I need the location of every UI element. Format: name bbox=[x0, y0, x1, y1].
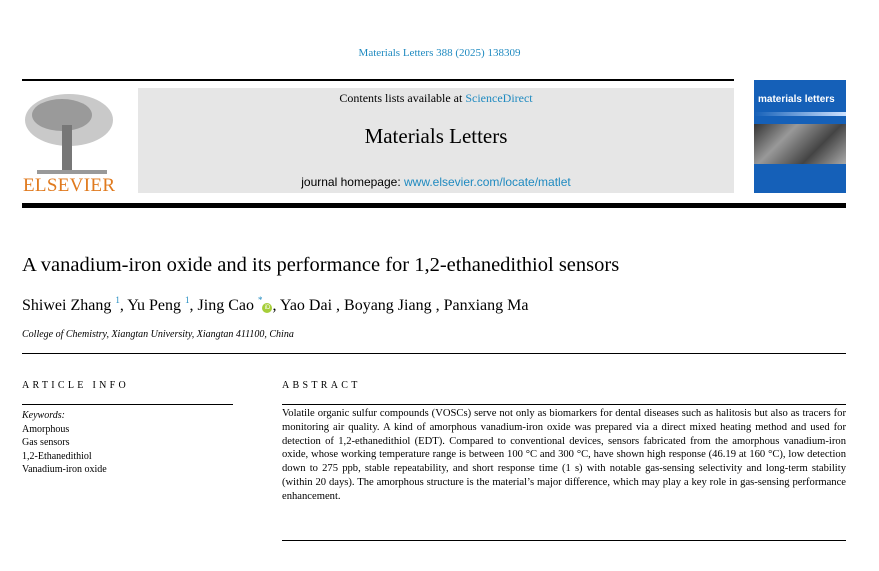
homepage-line: journal homepage: www.elsevier.com/locat… bbox=[138, 175, 734, 189]
homepage-prefix: journal homepage: bbox=[301, 175, 404, 189]
journal-reference[interactable]: Materials Letters 388 (2025) 138309 bbox=[358, 47, 521, 59]
divider bbox=[22, 79, 734, 81]
keywords: Keywords: Amorphous Gas sensors 1,2-Etha… bbox=[22, 409, 107, 477]
divider bbox=[22, 353, 846, 354]
elsevier-tree-icon: ELSEVIER bbox=[23, 94, 115, 196]
divider bbox=[282, 540, 846, 541]
orcid-icon[interactable]: iD bbox=[262, 303, 273, 313]
divider bbox=[22, 404, 233, 405]
elsevier-logo: ELSEVIER bbox=[22, 90, 116, 196]
affiliation: College of Chemistry, Xiangtan Universit… bbox=[22, 329, 294, 340]
author-list: Shiwei Zhang 1, Yu Peng 1, Jing Cao *iD,… bbox=[22, 295, 529, 314]
keyword: Gas sensors bbox=[22, 437, 70, 448]
keyword: 1,2-Ethanedithiol bbox=[22, 450, 92, 462]
cover-image bbox=[754, 124, 846, 164]
abstract-text: Volatile organic sulfur compounds (VOSCs… bbox=[282, 408, 846, 502]
author[interactable]: Yu Peng bbox=[127, 297, 182, 314]
header-bar bbox=[22, 203, 846, 208]
journal-banner: Contents lists available at ScienceDirec… bbox=[138, 88, 734, 193]
elsevier-wordmark: ELSEVIER bbox=[23, 175, 115, 194]
article-info-heading: ARTICLE INFO bbox=[22, 380, 130, 391]
affiliation-mark[interactable]: 1 bbox=[115, 295, 120, 305]
article-title: A vanadium-iron oxide and its performanc… bbox=[22, 254, 620, 276]
affiliation-mark[interactable]: 1 bbox=[185, 295, 190, 305]
cover-stripe bbox=[754, 112, 846, 116]
corresponding-mark[interactable]: * bbox=[257, 295, 263, 305]
sciencedirect-link[interactable]: ScienceDirect bbox=[465, 91, 533, 105]
keyword: Amorphous bbox=[22, 423, 70, 435]
author[interactable]: Yao Dai bbox=[279, 297, 333, 314]
contents-line: Contents lists available at ScienceDirec… bbox=[138, 91, 734, 106]
divider bbox=[282, 404, 846, 405]
journal-title: Materials Letters bbox=[364, 124, 508, 148]
author[interactable]: Shiwei Zhang bbox=[22, 297, 112, 314]
author[interactable]: Panxiang Ma bbox=[443, 297, 529, 314]
abstract-heading: ABSTRACT bbox=[282, 380, 361, 391]
cover-title: materials letters bbox=[758, 94, 835, 105]
keyword: Vanadium-iron oxide bbox=[22, 464, 107, 475]
contents-prefix: Contents lists available at bbox=[339, 91, 466, 105]
journal-cover[interactable]: materials letters bbox=[754, 80, 846, 193]
keywords-label: Keywords: bbox=[22, 410, 65, 421]
author[interactable]: Boyang Jiang bbox=[344, 297, 432, 314]
author[interactable]: Jing Cao bbox=[197, 297, 254, 314]
homepage-link[interactable]: www.elsevier.com/locate/matlet bbox=[404, 175, 571, 189]
